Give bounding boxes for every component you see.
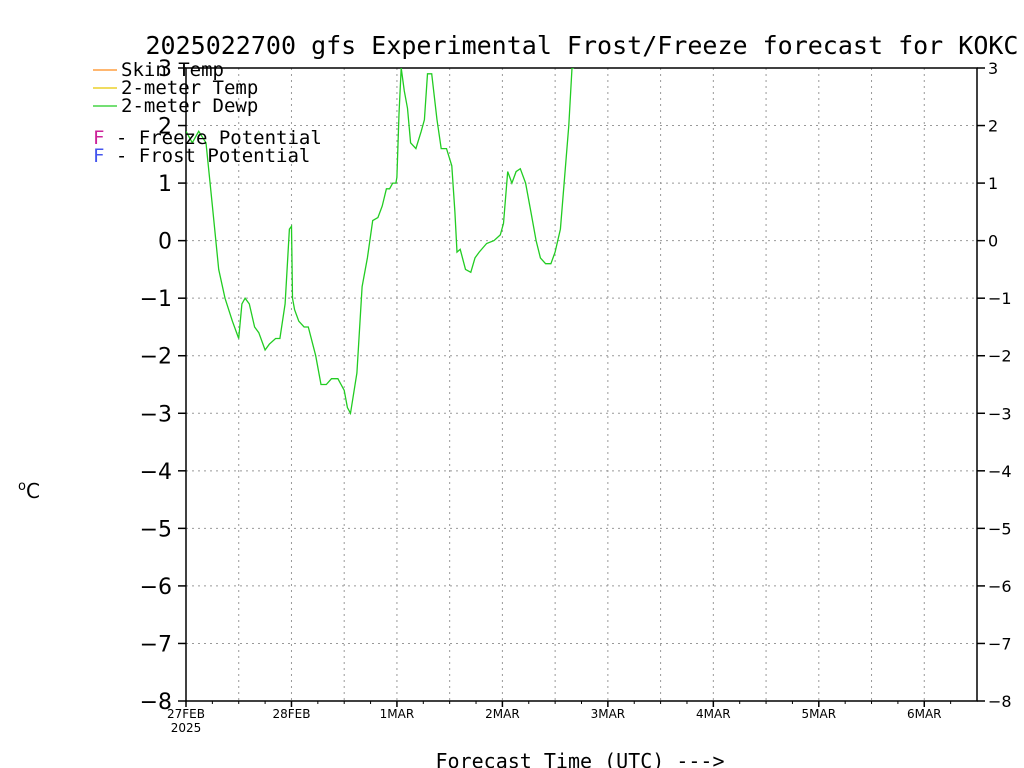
y-tick-label-left: −7	[140, 632, 172, 657]
series-line-dewpoint	[186, 68, 575, 416]
y-axis-left: −8 −7 −6 −5 −4 −3 −2 −1 0 1 2 3	[140, 57, 186, 715]
y-tick-label-right: 1	[988, 174, 998, 193]
legend-label: Skin Temp	[121, 59, 224, 81]
x-tick-label: 6MAR	[907, 707, 942, 721]
y-axis-label: oC	[18, 479, 40, 503]
x-tick-label: 2MAR	[485, 707, 520, 721]
y-tick-label-left: 3	[158, 57, 172, 82]
y-tick-label-left: −8	[140, 690, 172, 715]
y-tick-label-right: 0	[988, 232, 998, 251]
y-tick-label-left: 2	[158, 115, 172, 140]
x-tick-label: 4MAR	[696, 707, 731, 721]
y-axis-label-degree: o	[18, 479, 26, 494]
y-tick-label-right: 3	[988, 59, 998, 78]
legend-label: 2-meter Dewp	[121, 95, 258, 117]
y-tick-label-left: −4	[140, 460, 172, 485]
y-tick-label-right: −6	[988, 577, 1012, 596]
y-tick-label-right: −5	[988, 519, 1012, 538]
chart-title: 2025022700 gfs Experimental Frost/Freeze…	[146, 31, 1019, 60]
legend-potential-letter: F	[93, 127, 104, 149]
x-tick-label: 1MAR	[380, 707, 415, 721]
legend-potential-letter: F	[93, 145, 104, 167]
y-tick-label-left: −2	[140, 345, 172, 370]
x-tick-label: 5MAR	[802, 707, 837, 721]
x-axis-label: Forecast Time (UTC) --->	[436, 749, 725, 768]
legend-potential-label: F - Frost Potential	[93, 145, 310, 167]
y-tick-label-right: −4	[988, 462, 1012, 481]
y-tick-label-left: −3	[140, 402, 172, 427]
y-tick-label-right: −8	[988, 692, 1012, 711]
legend-label: 2-meter Temp	[121, 77, 258, 99]
legend-potential-text: - Frost Potential	[104, 145, 310, 167]
y-tick-label-right: −3	[988, 404, 1012, 423]
x-tick-label: 27FEB	[167, 707, 205, 721]
y-tick-label-left: −6	[140, 575, 172, 600]
series-layer	[186, 68, 575, 416]
x-axis: 27FEB 28FEB 1MAR 2MAR 3MAR 4MAR 5MAR 6MAR 2025	[167, 701, 952, 735]
y-tick-label-right: −7	[988, 634, 1012, 653]
y-tick-label-right: −1	[988, 289, 1012, 308]
y-axis-label-unit: C	[26, 479, 40, 503]
x-tick-label: 28FEB	[272, 707, 310, 721]
x-tick-label: 3MAR	[591, 707, 626, 721]
y-tick-label-left: 0	[158, 230, 172, 255]
y-tick-label-left: −1	[140, 287, 172, 312]
y-tick-label-left: 1	[158, 172, 172, 197]
y-axis-right: −8 −7 −6 −5 −4 −3 −2 −1 0 1 2 3	[977, 59, 1012, 711]
y-tick-label-left: −5	[140, 517, 172, 542]
legend-potential-text: - Freeze Potential	[104, 127, 321, 149]
y-tick-label-right: 2	[988, 117, 998, 136]
y-tick-label-right: −2	[988, 347, 1012, 366]
legend-potential-label: F - Freeze Potential	[93, 127, 322, 149]
x-year-label: 2025	[171, 721, 202, 735]
